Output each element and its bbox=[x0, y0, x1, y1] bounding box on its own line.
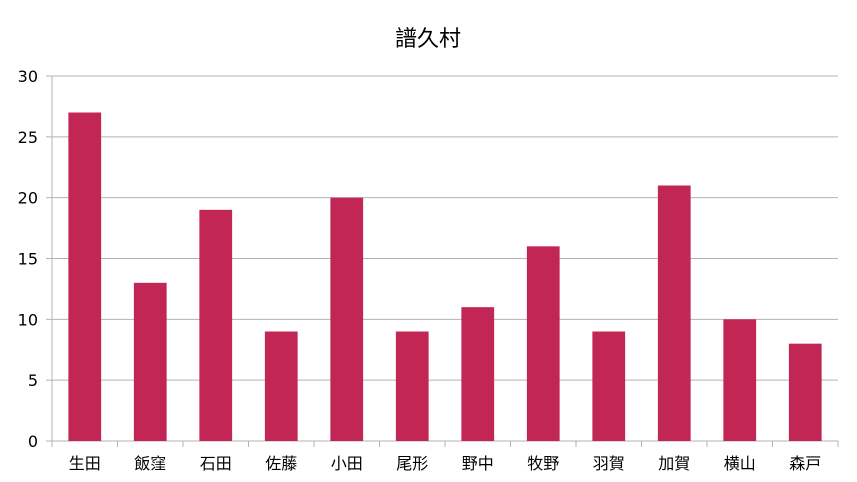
bar bbox=[395, 331, 429, 441]
x-tick-label: 生田 bbox=[69, 454, 101, 473]
y-tick-label: 30 bbox=[18, 67, 38, 86]
x-tick-label: 牧野 bbox=[527, 454, 559, 473]
y-tick-label: 0 bbox=[28, 432, 38, 451]
x-tick-label: 加賀 bbox=[658, 454, 690, 473]
x-tick-label: 尾形 bbox=[396, 454, 428, 473]
x-tick-label: 石田 bbox=[200, 454, 232, 473]
bar bbox=[788, 343, 822, 441]
gridlines bbox=[52, 75, 838, 442]
chart-title: 譜久村 bbox=[395, 27, 461, 52]
bars bbox=[68, 112, 822, 441]
y-tick-label: 15 bbox=[18, 250, 38, 269]
x-tick-label: 羽賀 bbox=[593, 454, 625, 473]
x-tick-labels: 生田 飯窪 石田 佐藤 小田 尾形 野中 牧野 羽賀 加賀 横山 森戸 bbox=[69, 454, 822, 473]
bar bbox=[330, 197, 364, 441]
bar bbox=[264, 331, 298, 441]
bar bbox=[723, 319, 757, 441]
bar bbox=[657, 185, 691, 441]
x-tick-label: 小田 bbox=[331, 454, 363, 473]
y-tick-label: 5 bbox=[28, 371, 38, 390]
x-tick-label: 野中 bbox=[462, 454, 494, 473]
y-tick-label: 20 bbox=[18, 189, 38, 208]
bar bbox=[133, 282, 167, 441]
y-tick-label: 10 bbox=[18, 310, 38, 329]
y-tick-labels: 0 5 10 15 20 25 30 bbox=[18, 67, 38, 451]
y-tick-label: 25 bbox=[18, 128, 38, 147]
axes bbox=[46, 75, 839, 447]
bar bbox=[199, 209, 233, 441]
x-tick-label: 森戸 bbox=[789, 454, 821, 473]
bar bbox=[526, 246, 560, 441]
bar bbox=[68, 112, 102, 441]
x-tick-label: 飯窪 bbox=[134, 454, 166, 473]
bar bbox=[592, 331, 626, 441]
bar bbox=[461, 307, 495, 441]
x-tick-label: 佐藤 bbox=[265, 454, 297, 473]
x-tick-label: 横山 bbox=[724, 454, 756, 473]
